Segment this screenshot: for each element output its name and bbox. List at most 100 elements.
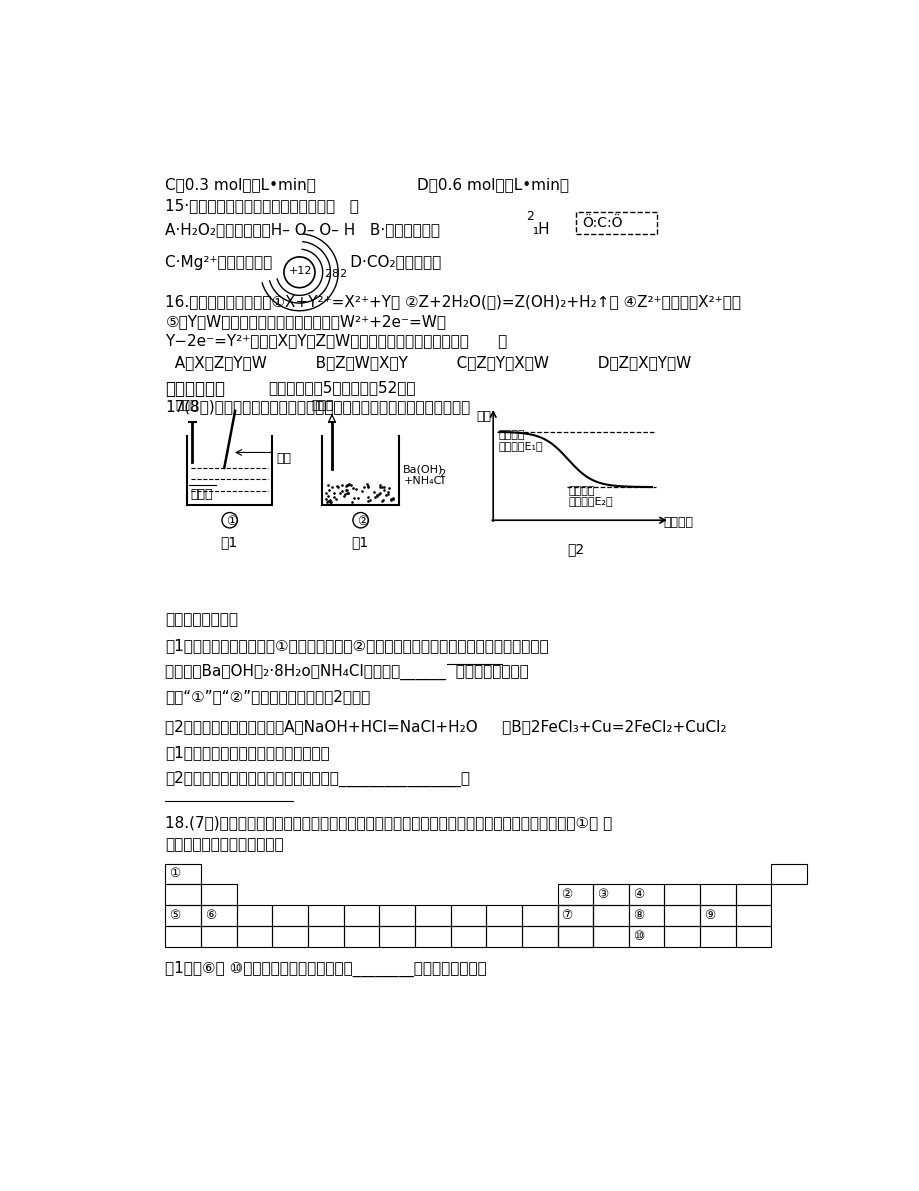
Text: 15·下列化学用语或模型表示正确的是（   ）: 15·下列化学用语或模型表示正确的是（ ）: [165, 199, 358, 213]
Text: Ö:C:Ö: Ö:C:Ö: [582, 216, 622, 230]
Text: Y−2e⁻=Y²⁺，可知X、Y、Z、W的还原性由强到弱的顺序为（      ）: Y−2e⁻=Y²⁺，可知X、Y、Z、W的还原性由强到弱的顺序为（ ）: [165, 333, 507, 348]
Bar: [593, 905, 629, 927]
Text: 反应过程: 反应过程: [663, 517, 693, 529]
Bar: [450, 927, 486, 947]
Bar: [664, 905, 699, 927]
Text: ①: ①: [225, 515, 237, 528]
Text: +12: +12: [289, 266, 312, 276]
Text: 生成物的: 生成物的: [568, 486, 595, 495]
Text: 图2: 图2: [566, 542, 584, 556]
Bar: [629, 885, 664, 905]
Text: 2: 2: [323, 269, 331, 279]
Bar: [201, 885, 236, 905]
Text: 2: 2: [525, 210, 533, 223]
Text: ⑧: ⑧: [632, 909, 643, 922]
Bar: [629, 927, 664, 947]
Bar: [344, 927, 379, 947]
Bar: [450, 905, 486, 927]
Bar: [521, 905, 557, 927]
Bar: [272, 927, 308, 947]
Bar: [699, 927, 735, 947]
Bar: [165, 927, 201, 947]
Bar: [165, 885, 201, 905]
Bar: [735, 885, 771, 905]
Bar: [557, 927, 593, 947]
Text: ⑤: ⑤: [169, 909, 180, 922]
Text: （2）写出设计原电池正、负极电极反应式________________．: （2）写出设计原电池正、负极电极反应式________________．: [165, 771, 470, 787]
Bar: [771, 863, 806, 885]
Text: ④: ④: [632, 888, 643, 902]
Text: 图1: 图1: [221, 536, 237, 549]
Text: 能量: 能量: [476, 410, 491, 423]
Text: ⑦: ⑦: [561, 909, 572, 922]
Text: ₁H: ₁H: [531, 223, 549, 237]
Bar: [521, 927, 557, 947]
Text: 8: 8: [331, 269, 338, 279]
Text: （填“①”或“②”）的能量变化可用图2表示．: （填“①”或“②”）的能量变化可用图2表示．: [165, 688, 370, 704]
Text: 热反应，Ba（OH）₂·8H₂o与NH₄Cl的反应是______  热反应．反应过程: 热反应，Ba（OH）₂·8H₂o与NH₄Cl的反应是______ 热反应．反应过…: [165, 663, 528, 680]
Text: 铝条: 铝条: [276, 453, 291, 466]
Bar: [414, 905, 450, 927]
Bar: [557, 905, 593, 927]
Text: 总能量（E₁）: 总能量（E₁）: [498, 441, 542, 451]
Text: 二、非选择题: 二、非选择题: [165, 380, 225, 398]
Text: （1）在⑥－ ⑩元素中，原子半径最小的是________（填元素符号）．: （1）在⑥－ ⑩元素中，原子半径最小的是________（填元素符号）．: [165, 961, 486, 977]
Text: ①: ①: [169, 867, 180, 880]
Text: C·Mg²⁺结构示意图：                D·CO₂的电子式：: C·Mg²⁺结构示意图： D·CO₂的电子式：: [165, 255, 441, 269]
Text: 请回答下列问题：: 请回答下列问题：: [165, 612, 238, 628]
Bar: [629, 905, 664, 927]
Text: 温度计: 温度计: [176, 399, 198, 412]
Bar: [414, 927, 450, 947]
Text: +NH₄Cl: +NH₄Cl: [403, 476, 444, 486]
Text: （1）实验中发现，反应后①中的温度升高；②中的温度降低．由此判断铝条与盐酸的反应是: （1）实验中发现，反应后①中的温度升高；②中的温度降低．由此判断铝条与盐酸的反应…: [165, 638, 549, 653]
Bar: [308, 905, 344, 927]
Text: 16.根据下列反应事实：①X+Y²⁺=X²⁺+Y； ②Z+2H₂O(冷)=Z(OH)₂+H₂↑； ④Z²⁺氧化性比X²⁺弱；: 16.根据下列反应事实：①X+Y²⁺=X²⁺+Y； ②Z+2H₂O(冷)=Z(O…: [165, 294, 741, 310]
Text: ⑨: ⑨: [703, 909, 714, 922]
Bar: [486, 905, 521, 927]
Bar: [575, 212, 657, 233]
Text: （1）以上两个反应能设计成原电池的是: （1）以上两个反应能设计成原电池的是: [165, 746, 330, 760]
Text: A·H₂O₂分子结构式：H– O– O– H   B·氚原子符号：: A·H₂O₂分子结构式：H– O– O– H B·氚原子符号：: [165, 223, 440, 237]
Bar: [201, 927, 236, 947]
Text: A．X＞Z＞Y＞W          B．Z＞W＞X＞Y          C．Z＞Y＞X＞W          D．Z＞X＞Y＞W: A．X＞Z＞Y＞W B．Z＞W＞X＞Y C．Z＞Y＞X＞W D．Z＞X＞Y＞W: [165, 355, 691, 370]
Bar: [308, 927, 344, 947]
Text: 2: 2: [338, 269, 346, 279]
Bar: [664, 885, 699, 905]
Text: ③: ③: [596, 888, 607, 902]
Bar: [165, 863, 201, 885]
Bar: [593, 885, 629, 905]
Text: ⑥: ⑥: [205, 909, 216, 922]
Text: 温度计: 温度计: [312, 399, 334, 412]
Bar: [735, 927, 771, 947]
Text: 2: 2: [438, 468, 445, 479]
Text: 图1: 图1: [351, 536, 369, 549]
Bar: [165, 905, 201, 927]
Text: （本大题包括5小题，共计52分）: （本大题包括5小题，共计52分）: [268, 380, 415, 395]
Text: ②: ②: [357, 515, 368, 528]
Bar: [699, 905, 735, 927]
Bar: [557, 927, 593, 947]
Text: 反应物的: 反应物的: [498, 430, 525, 441]
Text: 18.(7分)元素周期表是学习物质结构和性质的重要工具，如图是元素周期表的一部分，请参照元素①－ ⓘ: 18.(7分)元素周期表是学习物质结构和性质的重要工具，如图是元素周期表的一部分…: [165, 815, 612, 830]
Bar: [379, 905, 414, 927]
Text: ②: ②: [561, 888, 572, 902]
Bar: [557, 885, 593, 905]
Bar: [344, 905, 379, 927]
Bar: [272, 905, 308, 927]
Text: 总能量（E₂）: 总能量（E₂）: [568, 497, 612, 506]
Bar: [699, 885, 735, 905]
Text: 稀盐酸: 稀盐酸: [190, 488, 212, 501]
Bar: [735, 905, 771, 927]
Bar: [664, 927, 699, 947]
Text: （2）现有如下两个反应：（A）NaOH+HCl=NaCl+H₂O     （B）2FeCl₃+Cu=2FeCl₂+CuCl₂: （2）现有如下两个反应：（A）NaOH+HCl=NaCl+H₂O （B）2FeC…: [165, 719, 726, 735]
Text: 在表中的位置回答下列问题：: 在表中的位置回答下列问题：: [165, 837, 284, 852]
Text: ⑩: ⑩: [632, 930, 643, 943]
Text: 17(8分)某实验小组同学进行如下实验，以检验化学反应中的能量变化。: 17(8分)某实验小组同学进行如下实验，以检验化学反应中的能量变化。: [165, 399, 471, 414]
Bar: [593, 927, 629, 947]
Text: D．0.6 mol／（L•min）: D．0.6 mol／（L•min）: [417, 177, 569, 193]
Text: ⑤由Y、W电极组成的电池，电极反应为W²⁺+2e⁻=W、: ⑤由Y、W电极组成的电池，电极反应为W²⁺+2e⁻=W、: [165, 314, 446, 329]
Bar: [557, 905, 593, 927]
Bar: [486, 927, 521, 947]
Bar: [201, 905, 236, 927]
Bar: [236, 927, 272, 947]
